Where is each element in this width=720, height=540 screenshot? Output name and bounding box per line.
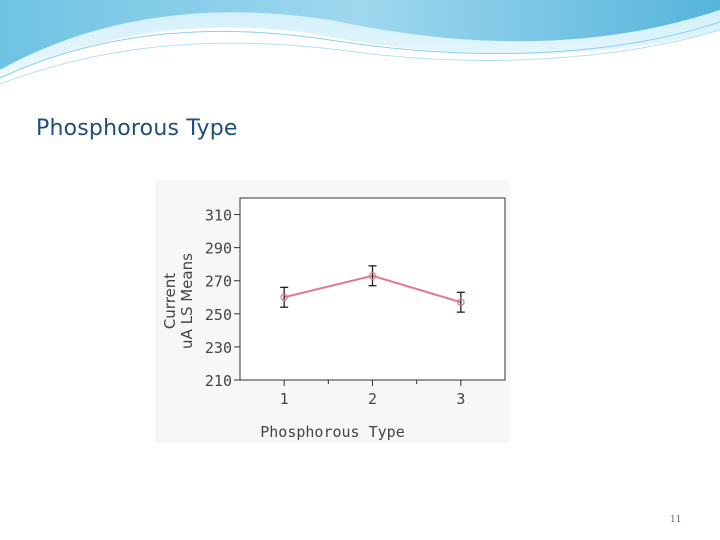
plot-content (280, 265, 465, 313)
y-tick-label: 210 (205, 372, 232, 390)
chart-panel: 210 230 250 270 290 310 1 2 3 Current uA LS Mea… (155, 180, 510, 443)
y-tick-label: 290 (205, 240, 232, 258)
x-tick-label: 2 (368, 390, 377, 408)
page-number: 11 (670, 515, 682, 525)
x-axis-label: Phosphorous Type (260, 423, 405, 441)
chart: 210 230 250 270 290 310 1 2 3 Current uA LS Mea… (161, 197, 506, 441)
x-tick-label: 3 (456, 390, 465, 408)
y-tick-label: 310 (205, 207, 232, 225)
y-tick-label: 230 (205, 339, 232, 357)
data-point (457, 298, 465, 307)
slide-title: Phosphorous Type (36, 116, 238, 141)
y-tick-label: 270 (205, 273, 232, 291)
y-tick-label: 250 (205, 306, 232, 324)
x-axis-ticks: 1 2 3 (280, 380, 465, 408)
data-point (280, 293, 288, 302)
top-wave-decoration (0, 0, 720, 85)
x-tick-label: 1 (280, 390, 289, 408)
y-axis-label-current: Current (161, 273, 179, 329)
y-axis-label-means: uA LS Means (178, 253, 196, 349)
data-point (368, 271, 377, 280)
plot-frame (239, 197, 506, 381)
y-axis-ticks: 210 230 250 270 290 310 (205, 207, 240, 390)
